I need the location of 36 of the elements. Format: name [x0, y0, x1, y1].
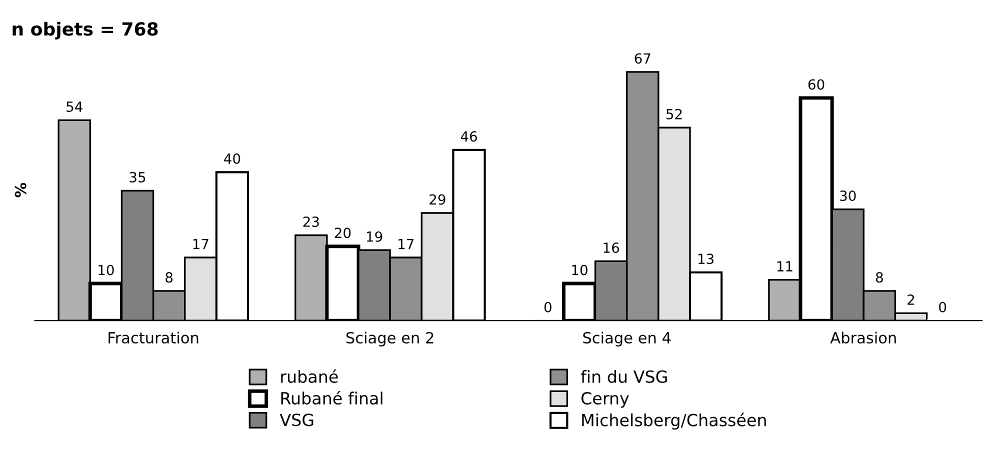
data-label: 19 — [366, 231, 382, 242]
chart-title: n objets = 768 — [12, 22, 158, 40]
data-label: 16 — [604, 242, 620, 253]
legend-label: VSG — [280, 414, 314, 426]
legend-label: Cerny — [581, 392, 629, 408]
data-label: 13 — [698, 254, 714, 264]
data-label: 0 — [544, 302, 552, 312]
data-label: 2 — [908, 294, 914, 305]
data-label: 10 — [98, 264, 114, 276]
data-label: 52 — [666, 108, 682, 120]
y-axis-title: % — [14, 182, 26, 198]
data-label: 23 — [303, 216, 319, 228]
data-label: 20 — [334, 228, 351, 238]
data-label: 40 — [224, 153, 240, 164]
x-tick-label: Sciage en 4 — [583, 332, 671, 346]
data-label: 10 — [572, 264, 588, 276]
legend-label: fin du VSG — [580, 370, 667, 383]
data-label: 35 — [130, 172, 146, 182]
data-label: 67 — [634, 53, 650, 64]
data-label: 11 — [777, 261, 792, 272]
data-label: 8 — [876, 272, 883, 283]
x-tick-label: Abrasion — [830, 332, 896, 344]
x-tick-label: Fracturation — [108, 332, 198, 344]
data-label: 46 — [460, 131, 477, 142]
legend-label: Rubané final — [281, 391, 382, 405]
data-label: 54 — [66, 102, 82, 112]
data-label: 0 — [939, 302, 946, 312]
data-label: 17 — [398, 238, 414, 250]
data-label: 60 — [808, 79, 824, 90]
legend-label: Michelsberg/Chasséen — [582, 412, 766, 430]
data-label: 17 — [193, 238, 208, 250]
data-label: 8 — [166, 272, 173, 283]
x-tick-label: Sciage en 2 — [346, 332, 434, 346]
data-label: 30 — [840, 190, 856, 202]
legend-label: rubané — [281, 369, 338, 383]
data-label: 29 — [430, 194, 446, 205]
